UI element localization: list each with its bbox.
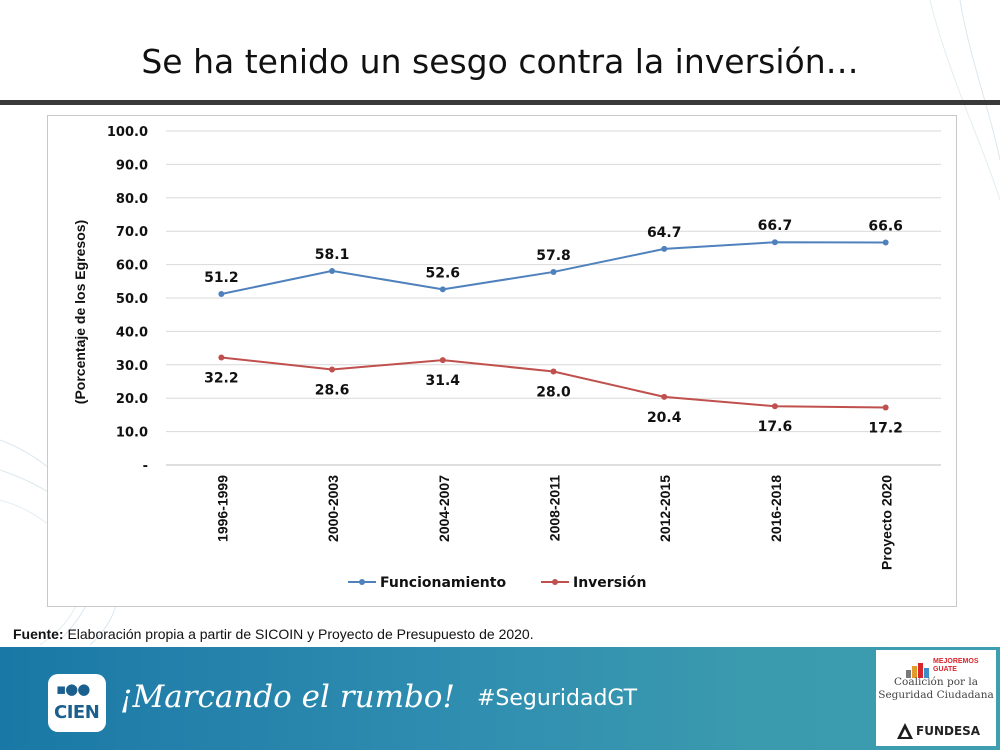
data-point [882,239,889,246]
y-tick-label: 90.0 [116,158,148,173]
legend-label: Inversión [573,575,646,591]
x-tick-label: 2008-2011 [547,475,563,541]
data-label: 17.2 [868,421,903,437]
data-label: 57.8 [536,248,571,264]
data-point [661,245,668,252]
partner-logo-block: MEJOREMOS GUATE Coalición por la Segurid… [876,650,996,746]
x-tick-label: 1996-1999 [214,475,230,542]
data-point [882,404,889,411]
y-tick-label: - [143,459,148,474]
y-tick-label: 50.0 [116,292,148,307]
y-tick-label: 100.0 [107,125,148,140]
x-tick-label: 2012-2015 [657,475,673,542]
slide-title: Se ha tenido un sesgo contra la inversió… [141,42,859,81]
partner-top-line2: GUATE [933,666,957,673]
data-point [771,403,778,410]
data-point [550,368,557,375]
data-point [218,290,225,297]
legend-label: Funcionamiento [380,575,506,591]
chart-container: - 10.0 20.0 30.0 40.0 50.0 60.0 70.0 80.0 90.0 100… [47,115,957,607]
data-point [218,354,225,361]
partner-top-line1: MEJOREMOS [933,658,979,665]
data-point [329,267,336,274]
data-label: 52.6 [426,265,461,281]
cien-logo: ▪●● CIEN [48,674,106,732]
data-label: 64.7 [647,225,682,241]
y-tick-label: 80.0 [116,192,148,207]
hashtag: #SeguridadGT [477,686,638,711]
data-label: 20.4 [647,410,682,426]
footer-bar: ▪●● CIEN ¡Marcando el rumbo! #SeguridadG… [0,647,1000,750]
logo-text: CIEN [54,702,100,723]
data-point [439,286,446,293]
data-point [661,393,668,400]
x-tick-label: Proyecto 2020 [879,475,895,570]
data-label: 31.4 [426,373,461,389]
data-point [550,268,557,275]
logo-dots-icon: ▪●● [56,680,90,698]
data-point [771,239,778,246]
y-tick-label: 10.0 [116,426,148,441]
y-tick-label: 30.0 [116,359,148,374]
slogan: ¡Marcando el rumbo! [120,679,455,715]
y-tick-label: 20.0 [116,392,148,407]
data-label: 17.6 [758,419,793,435]
data-label: 28.0 [536,384,571,400]
mejoremos-guate-icon [906,663,929,678]
data-point [439,357,446,364]
data-point [329,366,336,373]
title-divider [0,100,1000,105]
fundesa-text: FUNDESA [916,724,981,738]
coalition-text: Coalición por la Seguridad Ciudadana [878,676,994,701]
data-label: 66.6 [868,219,903,235]
data-label: 66.7 [758,218,793,234]
source-label: Fuente: [13,626,64,642]
data-label: 58.1 [315,247,350,263]
y-tick-label: 40.0 [116,325,148,340]
legend-marker [359,579,365,585]
source-text: Elaboración propia a partir de SICOIN y … [63,626,534,642]
source-note: Fuente: Elaboración propia a partir de S… [13,626,534,642]
data-label: 51.2 [204,270,239,286]
mejoremos-guate-text: MEJOREMOS GUATE [933,658,979,674]
x-tick-label: 2000-2003 [325,475,341,542]
data-label: 28.6 [315,382,350,398]
fundesa-icon [897,723,913,739]
y-axis-title: (Porcentaje de los Egresos) [72,220,88,404]
x-tick-label: 2004-2007 [436,475,452,542]
x-tick-label: 2016-2018 [768,475,784,542]
data-label: 32.2 [204,370,239,386]
y-tick-label: 70.0 [116,225,148,240]
y-tick-label: 60.0 [116,259,148,274]
line-chart: - 10.0 20.0 30.0 40.0 50.0 60.0 70.0 80.0 90.0 100… [72,125,941,591]
legend-marker [552,579,558,585]
